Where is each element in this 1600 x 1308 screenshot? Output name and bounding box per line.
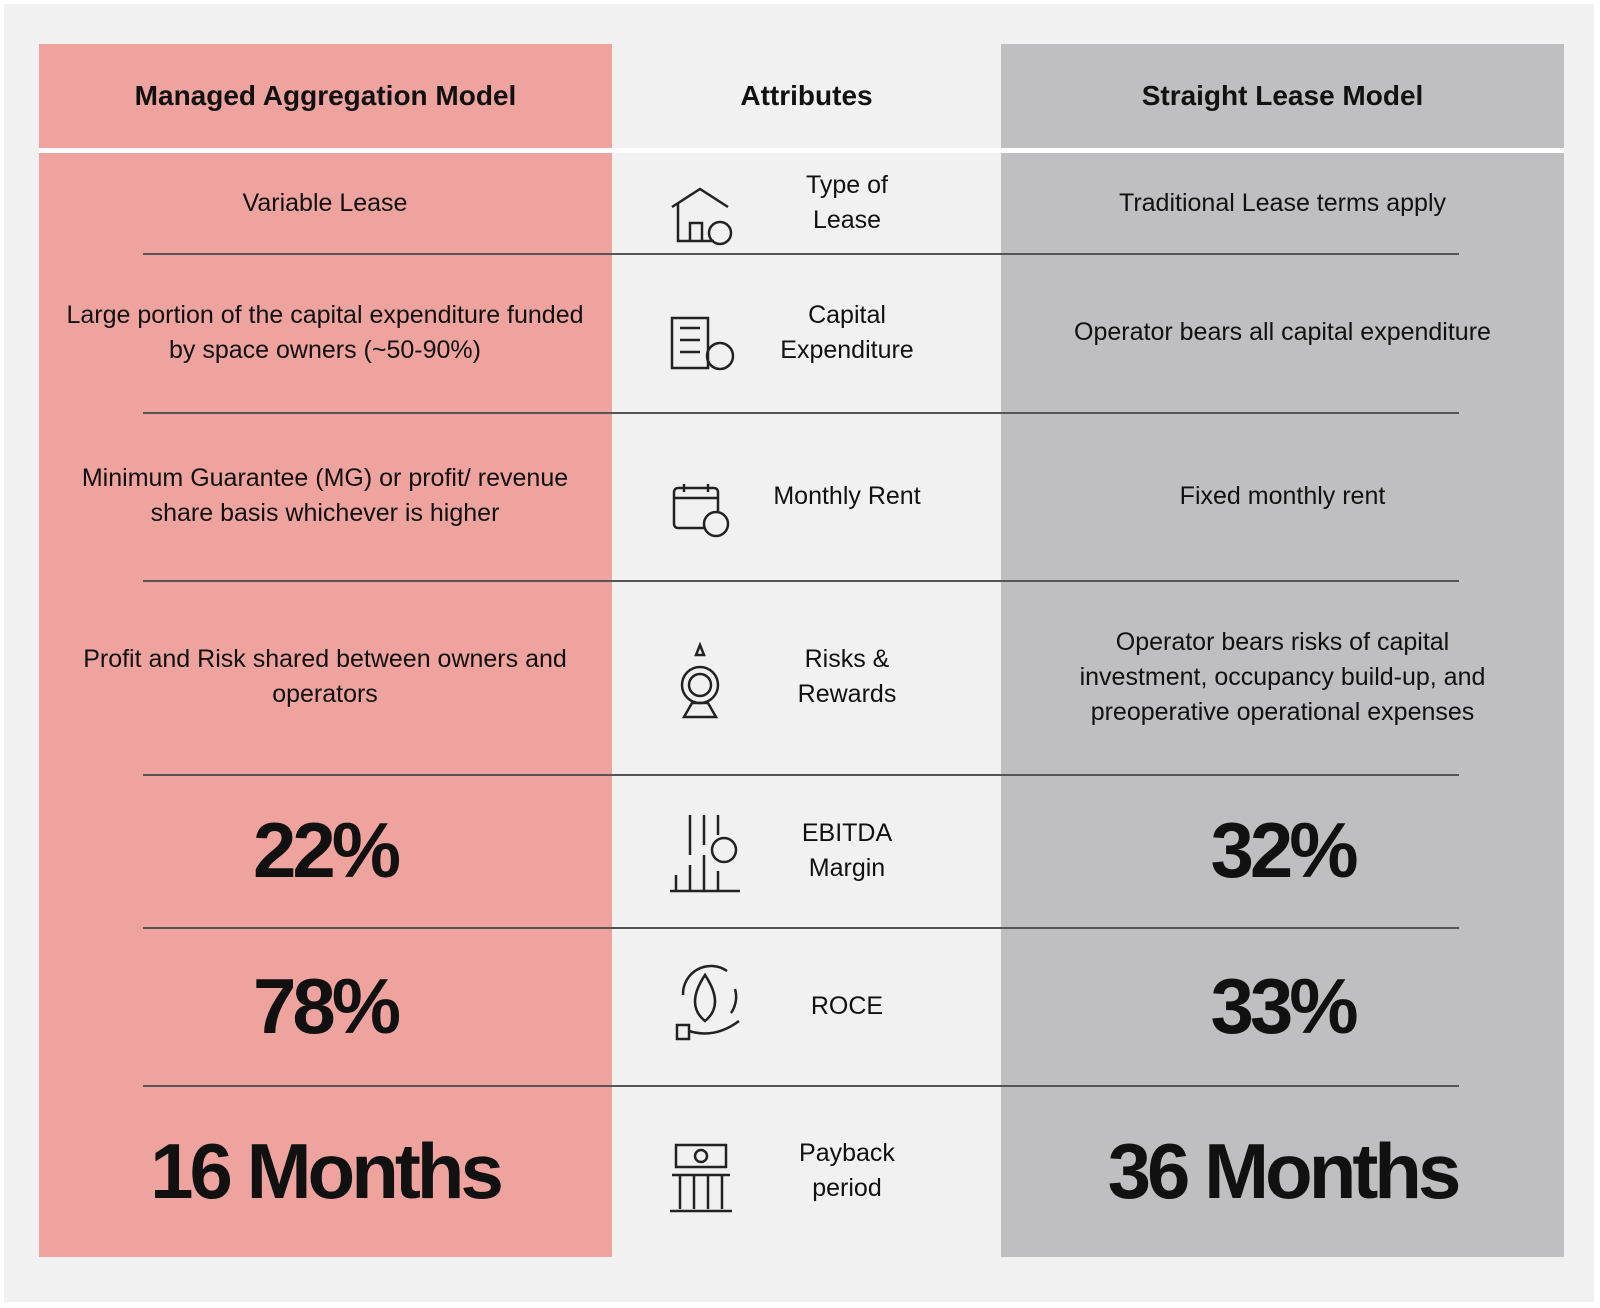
managed-value: Profit and Risk shared between owners an… <box>83 645 567 708</box>
managed-column <box>39 44 612 1257</box>
header-managed: Managed Aggregation Model <box>134 80 517 111</box>
row-separator <box>143 253 1459 255</box>
row-separator <box>143 927 1459 929</box>
header-rule <box>39 148 1564 153</box>
row-separator <box>143 412 1459 414</box>
straight-column <box>1001 44 1564 1257</box>
straight-value: 32% <box>1210 806 1358 894</box>
straight-value: Traditional Lease terms apply <box>1118 188 1446 217</box>
managed-value: 22% <box>252 806 401 894</box>
straight-value: 36 Months <box>1107 1126 1462 1215</box>
header-attribute: Attributes <box>740 80 873 111</box>
row-separator <box>143 1085 1459 1087</box>
managed-value: 78% <box>252 961 401 1050</box>
attribute-label: Monthly Rent <box>773 481 921 510</box>
attribute-label: ROCE <box>810 991 884 1020</box>
straight-value: Operator bears all capital expenditure <box>1074 318 1491 346</box>
managed-value: Large portion of the capital expenditure… <box>66 300 584 364</box>
managed-value: Variable Lease <box>242 188 408 217</box>
row-separator <box>143 774 1459 776</box>
attribute-label: EBITDA Margin <box>801 818 893 882</box>
attribute-label: Payback period <box>799 1139 895 1202</box>
straight-value: 33% <box>1210 961 1358 1050</box>
straight-value: Operator bears risks of capital investme… <box>1079 627 1486 726</box>
attribute-label: Type of Lease <box>806 171 888 234</box>
straight-value: Fixed monthly rent <box>1179 481 1386 510</box>
attribute-label: Capital Expenditure <box>780 300 914 364</box>
managed-value: 16 Months <box>150 1126 504 1215</box>
row-separator <box>143 580 1459 582</box>
attribute-label: Risks & Rewards <box>797 645 897 708</box>
managed-value: Minimum Guarantee (MG) or profit/ revenu… <box>81 464 569 527</box>
header-straight: Straight Lease Model <box>1141 80 1424 111</box>
